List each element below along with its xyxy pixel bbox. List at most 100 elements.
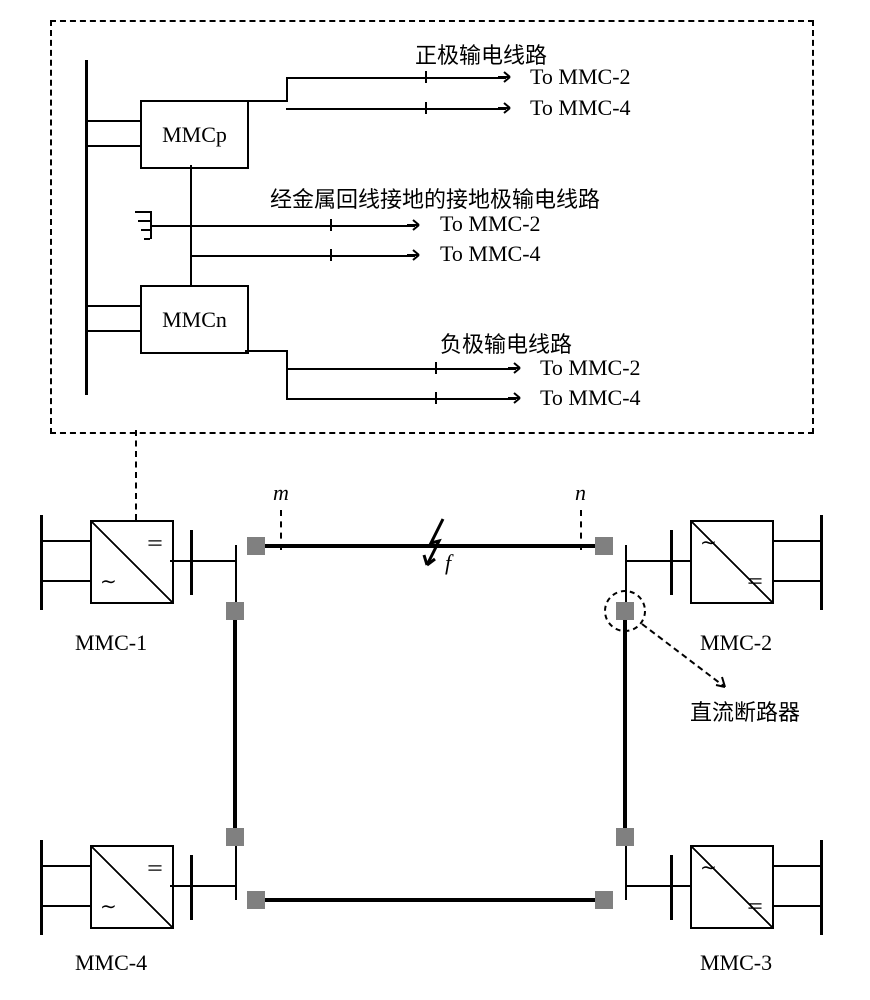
neg-out-2 [286,398,516,400]
neutral-to-2: To MMC-2 [440,211,541,237]
breaker-tl-h [247,537,265,555]
neg-tick-2 [435,392,437,404]
pos-arrow-2 [498,101,516,115]
neg-arrow-2 [508,391,526,405]
ground-l1 [135,211,150,213]
mmc1-bus-h2 [40,580,90,582]
pos-vtop-to-right [286,77,506,79]
mmc4-bus-h1 [40,865,90,867]
pos-to-4: To MMC-4 [530,95,631,121]
mmc4-bus-outer [40,840,43,935]
ground-vstub [150,211,152,239]
mmcp-box: MMCp [140,100,249,169]
mmc3-label: MMC-3 [700,950,772,976]
neg-to-4: To MMC-4 [540,385,641,411]
diagram-container: MMCp MMCn 正极输电线路 To MMC-2 To MMC-4 经金属回线… [20,20,850,980]
pos-title: 正极输电线路 [415,38,547,70]
neutral-arrow-2 [407,248,425,262]
mmc1-bus-inner [190,530,193,595]
breaker-tl-v [226,602,244,620]
neutral-out-2 [190,255,415,257]
mmc4-bus-h2 [40,905,90,907]
m-label: m [273,480,289,506]
stub-mmc1-top [190,560,235,562]
ground-l4 [144,238,150,240]
stub-mmc4-bot [190,885,235,887]
mmc2-wave-icon: ∼ [700,530,717,555]
mmc4-inner-h [170,885,190,887]
n-label: n [575,480,586,506]
stub-mmc2-top [625,560,670,562]
mmcn-label: MMCn [162,307,227,333]
mmc3-bus-h2 [770,905,820,907]
mmc2-converter: ＝ ∼ [690,520,774,604]
breaker-br-h [595,891,613,909]
neg-to-2: To MMC-2 [540,355,641,381]
mmc1-inner-h [170,560,190,562]
mmc3-bus-inner [670,855,673,920]
neutral-to-4: To MMC-4 [440,241,541,267]
dc-line-right [623,620,627,828]
pos-vline [286,77,288,102]
mmc1-wave-icon: ∼ [100,569,117,594]
breaker-bl-v [226,828,244,846]
breaker-bl-h [247,891,265,909]
pos-out-2 [286,108,506,110]
mmc4-label: MMC-4 [75,950,147,976]
neg-out-1 [286,368,516,370]
breaker-callout-line [640,622,730,692]
neutral-tick-2 [330,249,332,261]
pos-tick-1a [425,71,427,83]
mmc3-eq-icon: ＝ [746,893,764,919]
mmc4-converter: ＝ ∼ [90,845,174,929]
neutral-out-1 [190,225,415,227]
detail-bus-left [85,60,88,395]
mmc1-label: MMC-1 [75,630,147,656]
mmc4-wave-icon: ∼ [100,894,117,919]
mmc3-bus-outer [820,840,823,935]
t-tl [235,545,237,610]
pos-arrow-1 [498,70,516,84]
mmc1-eq-icon: ＝ [146,530,164,556]
mmc1-bus-h1 [40,540,90,542]
mmc2-bus-h1 [770,540,820,542]
detail-box [50,20,814,434]
neg-vline [286,350,288,400]
t-bl [235,840,237,900]
bus-mmcp-line2 [85,145,140,147]
mmc2-bus-inner [670,530,673,595]
mmc3-bus-h1 [770,865,820,867]
neutral-tick-1 [330,219,332,231]
t-br [625,840,627,900]
bus-mmcp-line1 [85,120,140,122]
bus-mmcn-line1 [85,305,140,307]
mmc1-converter: ＝ ∼ [90,520,174,604]
mmc1-bus-outer [40,515,43,610]
dc-line-bottom [265,898,595,902]
ground-l3 [141,229,150,231]
neg-hline [245,350,286,352]
mmcp-label: MMCp [162,122,227,148]
mmc3-wave-icon: ∼ [700,855,717,880]
mmc2-bus-h2 [770,580,820,582]
neutral-title: 经金属回线接地的接地极输电线路 [270,182,600,214]
mmc3-converter: ＝ ∼ [690,845,774,929]
breaker-br-v [616,828,634,846]
pos-to-2: To MMC-2 [530,64,631,90]
dc-line-left [233,620,237,828]
bus-mmcn-line2 [85,330,140,332]
stub-mmc3-bot [625,885,670,887]
breaker-tr-h [595,537,613,555]
mmc2-eq-icon: ＝ [746,568,764,594]
mmc4-eq-icon: ＝ [146,855,164,881]
callout-line [135,430,137,520]
pos-hline [245,100,286,102]
mmcn-box: MMCn [140,285,249,354]
neutral-arrow-1 [407,218,425,232]
mmc3-inner-h [670,885,690,887]
mmc2-bus-outer [820,515,823,610]
neg-arrow-1 [508,361,526,375]
f-label: f [445,550,451,576]
breaker-callout-label: 直流断路器 [690,695,800,727]
pos-tick-2a [425,102,427,114]
